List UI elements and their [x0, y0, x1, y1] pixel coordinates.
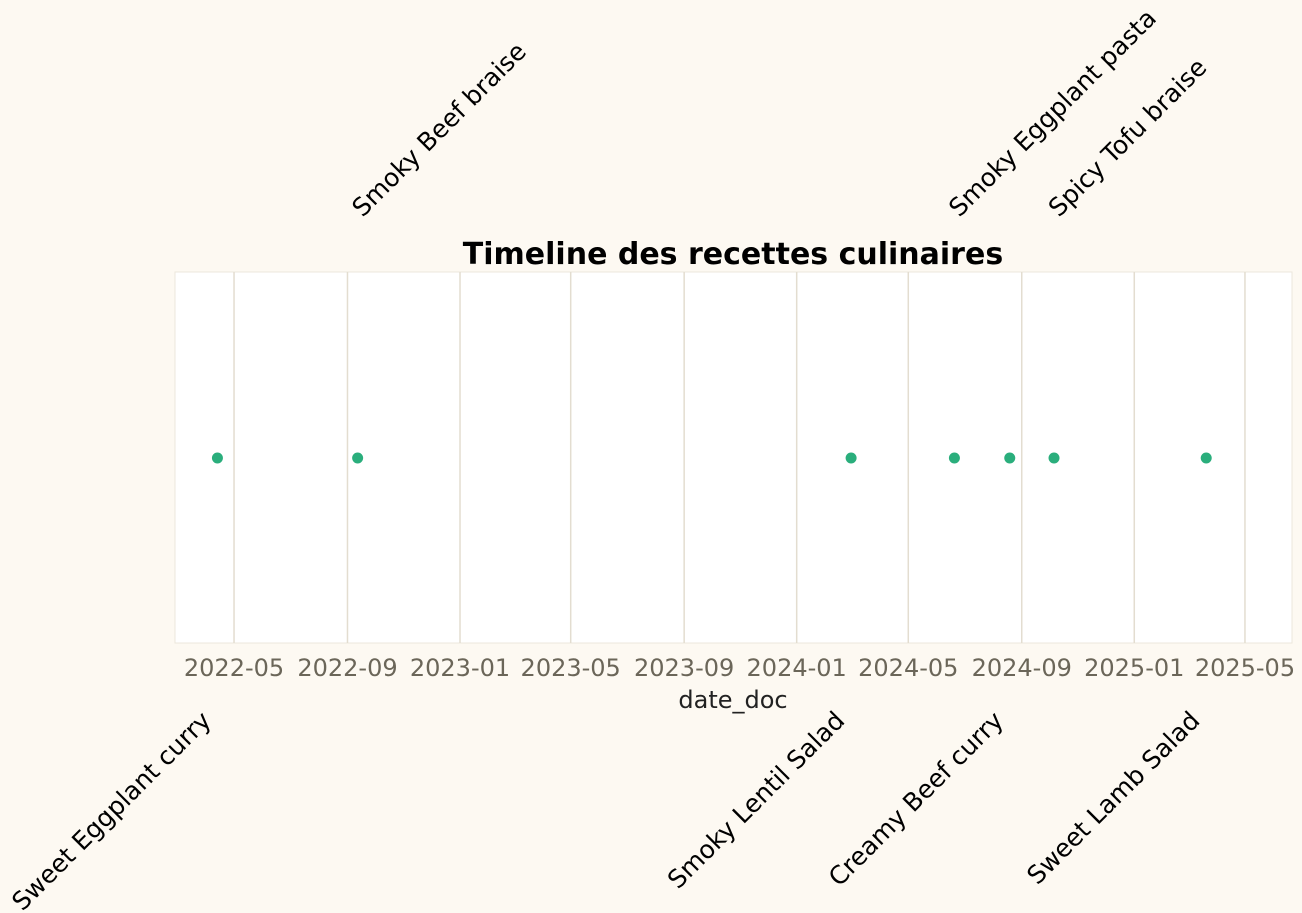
point-label: Sweet Lamb Salad: [1021, 706, 1205, 890]
x-tick-label: 2022-05: [184, 654, 284, 682]
data-point: [352, 452, 364, 464]
gridlines: [233, 272, 1246, 643]
data-point: [948, 452, 960, 464]
point-label: Smoky Lentil Salad: [662, 706, 850, 894]
data-point: [845, 452, 857, 464]
data-point: [1004, 452, 1016, 464]
x-axis-label: date_doc: [678, 686, 787, 714]
point-label: Sweet Eggplant curry: [6, 706, 217, 913]
x-tick-label: 2023-09: [634, 654, 734, 682]
data-point: [1048, 452, 1060, 464]
x-tick-label: 2023-05: [521, 654, 621, 682]
x-tick-label: 2022-09: [297, 654, 397, 682]
point-label: Smoky Eggplant pasta: [943, 3, 1162, 222]
chart-title: Timeline des recettes culinaires: [463, 237, 1003, 272]
x-tick-label: 2025-01: [1084, 654, 1184, 682]
point-label: Creamy Beef curry: [823, 706, 1009, 892]
x-tick-label: 2024-01: [747, 654, 847, 682]
x-tick-labels: 2022-05 2022-09 2023-01 2023-05 2023-09 2024-…: [184, 654, 1295, 682]
plot-area: [174, 271, 1293, 644]
x-tick-label: 2023-01: [410, 654, 510, 682]
data-points: [211, 452, 1212, 464]
x-tick-label: 2025-05: [1195, 654, 1295, 682]
x-tick-label: 2024-05: [858, 654, 958, 682]
data-point: [211, 452, 223, 464]
x-tick-label: 2024-09: [972, 654, 1072, 682]
point-label: Smoky Beef braise: [346, 37, 531, 222]
data-point: [1200, 452, 1212, 464]
